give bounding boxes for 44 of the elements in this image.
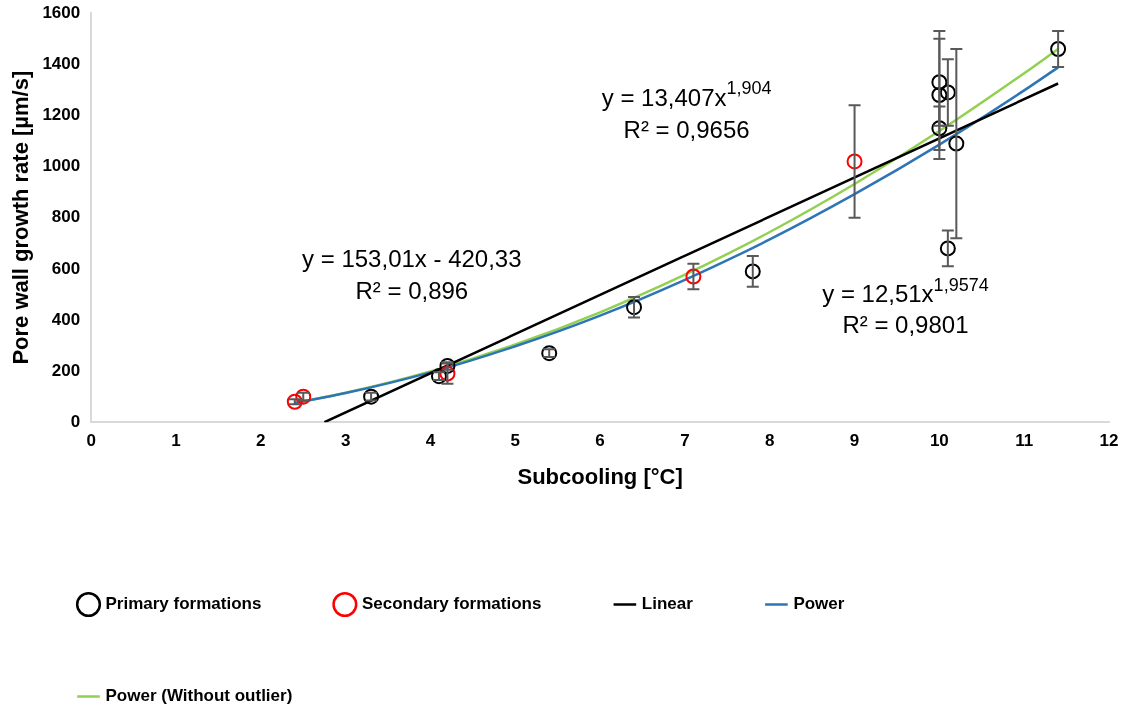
- y-axis-title: Pore wall growth rate [µm/s]: [8, 70, 34, 365]
- point: [931, 120, 948, 137]
- y-tick-label: 200: [51, 360, 81, 380]
- x-tick-label: 7: [680, 431, 690, 451]
- x-tick-label: 8: [765, 431, 775, 451]
- annotation: y = 153,01x - 420,33: [302, 245, 522, 273]
- legend-label: Primary formations: [105, 594, 262, 614]
- legend-label: Linear: [641, 594, 694, 614]
- annotation: R² = 0,9656: [623, 116, 750, 144]
- annotation: R² = 0,896: [355, 276, 469, 304]
- y-tick-label: 800: [51, 207, 81, 227]
- x-tick-label: 0: [86, 431, 96, 451]
- y-tick-label: 1400: [42, 54, 81, 74]
- legend-label: Power (Without outlier): [105, 686, 293, 706]
- y-tick-label: 1600: [42, 2, 81, 22]
- y-tick-label: 1200: [42, 105, 81, 125]
- x-tick-label: 1: [171, 431, 181, 451]
- x-tick-label: 10: [929, 431, 949, 451]
- y-tick-label: 1000: [42, 156, 81, 176]
- point: [1050, 40, 1067, 57]
- point: [744, 263, 761, 280]
- x-tick-label: 9: [849, 431, 860, 451]
- point: [948, 135, 965, 152]
- x-tick-label: 12: [1099, 431, 1119, 451]
- y-tick-label: 400: [51, 309, 81, 329]
- point: [931, 87, 948, 103]
- legend-label: Power: [793, 594, 845, 614]
- point: [846, 153, 863, 170]
- x-tick-label: 2: [256, 431, 266, 451]
- x-tick-label: 3: [340, 431, 351, 451]
- point: [626, 299, 643, 316]
- x-tick-label: 6: [595, 431, 605, 451]
- legend-label: Secondary formations: [361, 594, 542, 614]
- point: [939, 84, 956, 101]
- point: [931, 74, 948, 91]
- x-axis-title: Subcooling [°C]: [517, 463, 683, 489]
- point: [685, 268, 702, 285]
- x-tick-label: 11: [1015, 431, 1034, 451]
- annotation: R² = 0,9801: [842, 310, 969, 338]
- x-tick-label: 5: [510, 431, 521, 451]
- y-tick-label: 600: [51, 258, 81, 278]
- y-tick-label: 0: [70, 411, 81, 431]
- point: [939, 240, 956, 257]
- x-tick-label: 4: [425, 431, 436, 451]
